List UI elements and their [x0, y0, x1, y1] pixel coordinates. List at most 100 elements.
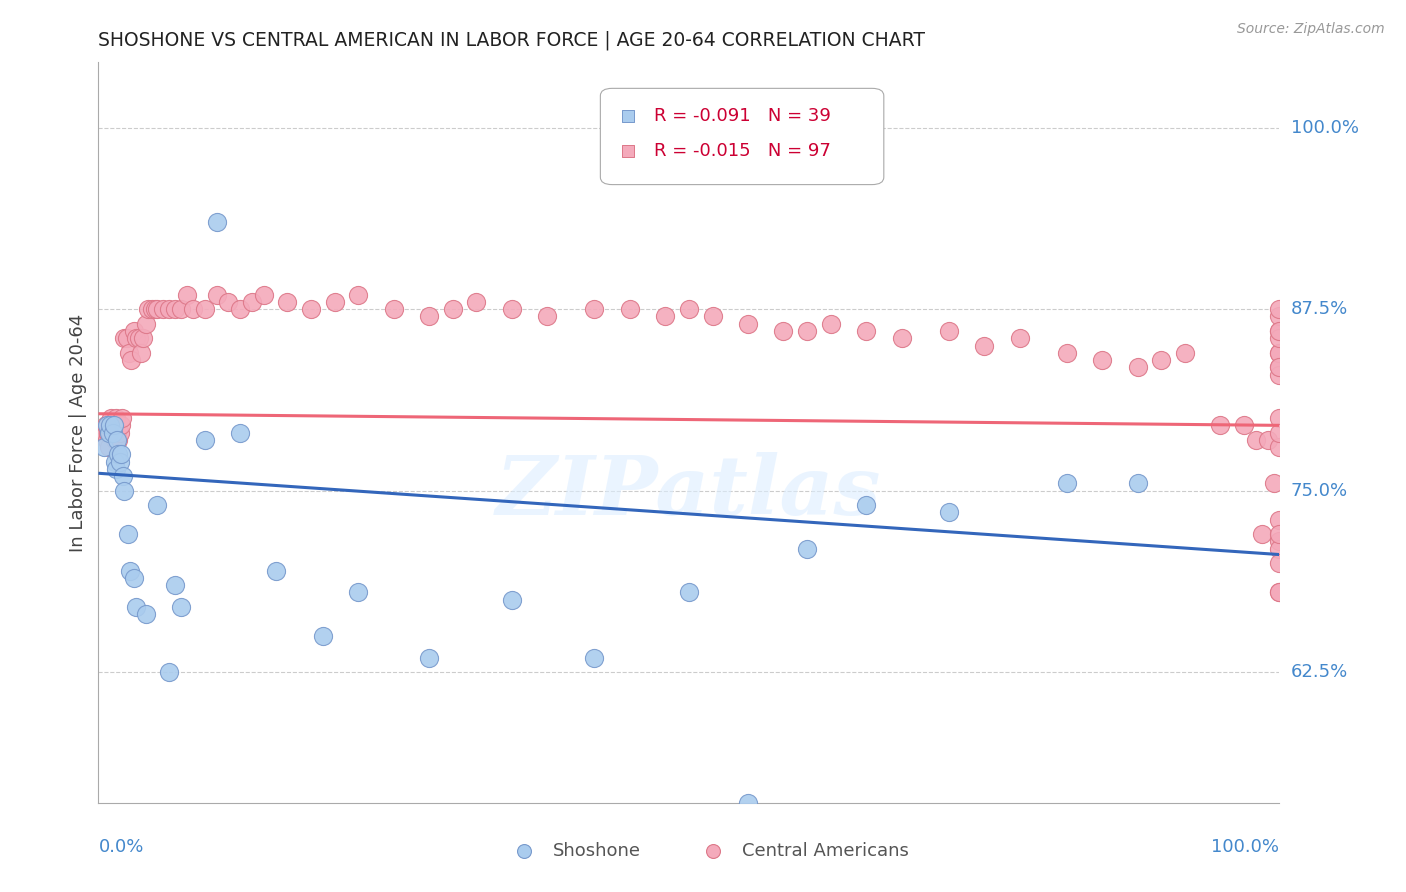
Point: [465, 295, 488, 310]
Point: [1268, 534, 1291, 549]
Point: [165, 302, 187, 317]
Point: [1268, 345, 1291, 359]
Text: 87.5%: 87.5%: [1291, 301, 1348, 318]
Point: [264, 564, 287, 578]
Point: [105, 433, 128, 447]
Point: [135, 317, 157, 331]
Point: [855, 498, 877, 512]
Point: [347, 585, 370, 599]
Point: [107, 447, 129, 461]
Point: [98, 440, 121, 454]
Point: [105, 462, 128, 476]
Point: [418, 650, 440, 665]
Point: [1268, 310, 1291, 324]
Text: R = -0.015   N = 97: R = -0.015 N = 97: [654, 143, 831, 161]
Point: [118, 345, 141, 359]
Text: SHOSHONE VS CENTRAL AMERICAN IN LABOR FORCE | AGE 20-64 CORRELATION CHART: SHOSHONE VS CENTRAL AMERICAN IN LABOR FO…: [98, 30, 925, 50]
Point: [536, 310, 558, 324]
Point: [93, 425, 115, 440]
Point: [146, 302, 169, 317]
Point: [103, 418, 125, 433]
Point: [1250, 527, 1272, 541]
Point: [122, 571, 145, 585]
Point: [129, 345, 152, 359]
Point: [382, 302, 405, 317]
Point: [104, 455, 127, 469]
Point: [855, 324, 877, 338]
Text: Central Americans: Central Americans: [742, 842, 908, 860]
Point: [98, 425, 121, 440]
Point: [737, 796, 759, 810]
Point: [1150, 353, 1173, 368]
Point: [98, 425, 121, 440]
Point: [111, 411, 134, 425]
Point: [1244, 433, 1267, 447]
Point: [157, 665, 180, 680]
Point: [619, 302, 641, 317]
Point: [125, 331, 148, 345]
Point: [1268, 331, 1291, 345]
Point: [678, 302, 700, 317]
Point: [1268, 368, 1291, 382]
Point: [501, 592, 523, 607]
Text: 100.0%: 100.0%: [1212, 838, 1279, 855]
Point: [820, 317, 842, 331]
Point: [157, 302, 180, 317]
Point: [1126, 360, 1149, 375]
Point: [418, 310, 440, 324]
Point: [121, 353, 143, 368]
Text: 0.0%: 0.0%: [98, 838, 143, 855]
Point: [101, 425, 124, 440]
Point: [1233, 418, 1256, 433]
Text: Shoshone: Shoshone: [553, 842, 641, 860]
Point: [1268, 324, 1291, 338]
Point: [181, 302, 204, 317]
Point: [194, 302, 217, 317]
Text: 100.0%: 100.0%: [1291, 119, 1358, 136]
Point: [107, 433, 129, 447]
Text: 75.0%: 75.0%: [1291, 482, 1348, 500]
Point: [890, 331, 912, 345]
Point: [1268, 585, 1291, 599]
Point: [1268, 360, 1291, 375]
Point: [170, 599, 193, 614]
Point: [170, 302, 193, 317]
Point: [115, 331, 138, 345]
Point: [112, 483, 135, 498]
Point: [501, 302, 523, 317]
Point: [93, 440, 115, 454]
Point: [583, 302, 606, 317]
Point: [94, 418, 117, 433]
Point: [737, 317, 759, 331]
Point: [347, 287, 370, 301]
Point: [1174, 345, 1197, 359]
Point: [1091, 353, 1114, 368]
Point: [122, 324, 145, 338]
Point: [136, 302, 159, 317]
Point: [152, 302, 174, 317]
Point: [312, 629, 335, 643]
Point: [205, 287, 228, 301]
Point: [772, 324, 794, 338]
Point: [441, 302, 464, 317]
Point: [1268, 556, 1291, 570]
Point: [796, 541, 818, 556]
Point: [176, 287, 198, 301]
Point: [1268, 302, 1291, 317]
Point: [1209, 418, 1232, 433]
Point: [1268, 541, 1291, 556]
Point: [132, 331, 155, 345]
Point: [229, 425, 252, 440]
Point: [96, 418, 118, 433]
Point: [323, 295, 346, 310]
Y-axis label: In Labor Force | Age 20-64: In Labor Force | Age 20-64: [69, 313, 87, 552]
Point: [104, 433, 127, 447]
Point: [616, 295, 638, 310]
Point: [1268, 425, 1291, 440]
Point: [253, 287, 276, 301]
Text: 62.5%: 62.5%: [1291, 663, 1348, 681]
Text: R = -0.091   N = 39: R = -0.091 N = 39: [654, 108, 831, 126]
Point: [100, 411, 122, 425]
Point: [217, 295, 239, 310]
Point: [229, 302, 252, 317]
